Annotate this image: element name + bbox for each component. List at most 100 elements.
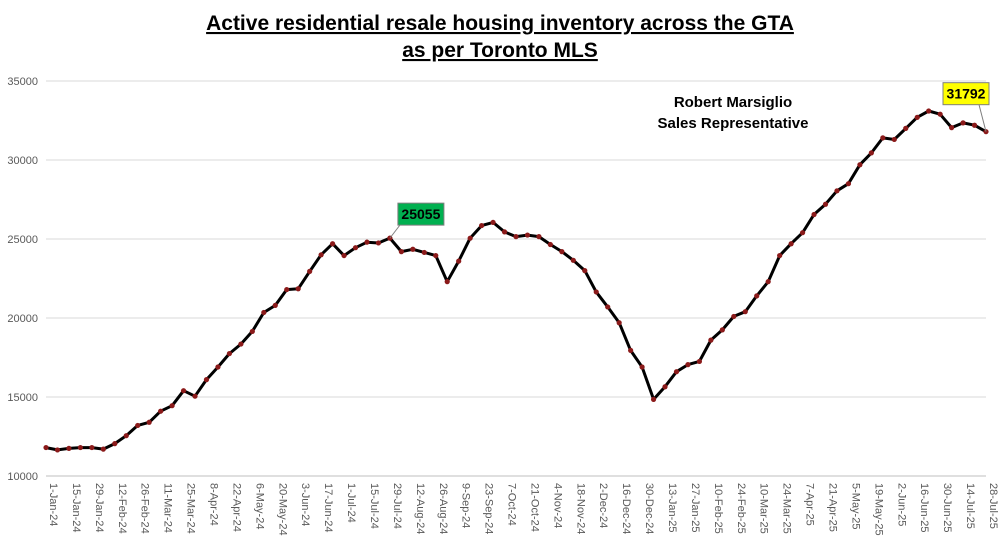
data-point: [799, 230, 806, 236]
data-point: [547, 241, 553, 248]
data-point: [834, 188, 840, 194]
data-point: [960, 120, 966, 126]
data-point: [410, 246, 416, 252]
data-point: [341, 252, 347, 259]
x-tick-label: 29-Jul-24: [391, 483, 403, 529]
data-point: [731, 313, 737, 320]
data-point: [891, 136, 897, 143]
data-point: [192, 393, 198, 399]
data-point: [375, 240, 382, 246]
y-tick-label: 10000: [7, 471, 38, 483]
x-tick-label: 16-Dec-24: [620, 483, 632, 534]
x-tick-label: 7-Apr-25: [804, 483, 816, 526]
y-tick-label: 25000: [7, 234, 38, 246]
data-point: [754, 293, 760, 299]
data-point: [742, 309, 748, 315]
data-point: [513, 234, 519, 240]
data-point: [146, 419, 152, 425]
data-point: [696, 358, 703, 365]
x-tick-label: 29-Jan-24: [93, 483, 105, 533]
data-point: [845, 181, 852, 187]
x-tick-label: 12-Feb-24: [116, 483, 128, 534]
data-point: [135, 422, 141, 429]
x-tick-label: 2-Jun-25: [895, 483, 907, 526]
x-tick-label: 8-Apr-24: [207, 483, 219, 526]
data-point: [777, 252, 783, 259]
callout-box: [397, 202, 445, 226]
x-tick-label: 30-Jun-25: [941, 483, 953, 533]
x-tick-label: 18-Nov-24: [574, 483, 586, 534]
data-point: [238, 341, 244, 347]
data-point: [433, 252, 439, 259]
data-point: [77, 444, 83, 451]
data-point: [295, 286, 301, 292]
data-point: [112, 441, 118, 447]
data-point: [501, 229, 508, 235]
x-tick-label: 6-May-24: [253, 483, 265, 529]
chart-title-line1: Active residential resale housing invent…: [206, 12, 794, 35]
callout-leader: [389, 224, 401, 239]
x-tick-label: 3-Jun-24: [299, 483, 311, 526]
x-tick-label: 12-Aug-24: [414, 483, 426, 534]
data-point: [100, 446, 106, 452]
x-tick-label: 21-Apr-25: [827, 483, 839, 532]
data-point: [169, 403, 175, 409]
data-point: [559, 249, 565, 255]
x-tick-label: 4-Nov-24: [551, 483, 563, 528]
data-point: [261, 309, 267, 316]
x-tick-label: 15-Jan-24: [70, 483, 82, 533]
y-axis: 10000 15000 20000 25000 30000 35000: [7, 76, 38, 483]
x-tick-label: 15-Jul-24: [368, 483, 380, 529]
x-tick-label: 20-May-24: [276, 483, 288, 536]
x-tick-label: 9-Sep-24: [460, 483, 472, 528]
y-tick-label: 35000: [7, 76, 38, 88]
data-point: [605, 304, 611, 310]
data-point: [43, 444, 49, 451]
data-point: [364, 239, 370, 245]
data-point: [284, 286, 290, 293]
data-point: [249, 328, 255, 335]
x-tick-label: 25-Mar-24: [185, 483, 197, 534]
data-point: [89, 444, 95, 451]
data-point: [123, 433, 129, 439]
x-tick-label: 30-Dec-24: [643, 483, 655, 534]
x-tick-label: 27-Jan-25: [689, 483, 701, 533]
data-point: [467, 235, 473, 241]
data-point: [616, 320, 622, 326]
data-point: [524, 232, 531, 238]
x-tick-label: 14-Jul-25: [964, 483, 976, 529]
data-point: [307, 268, 313, 274]
data-point: [650, 396, 657, 402]
annotation-role: Sales Representative: [658, 115, 809, 132]
x-tick-label: 19-May-25: [872, 483, 884, 536]
data-point: [662, 384, 668, 390]
data-point: [456, 258, 462, 264]
data-point: [628, 347, 634, 353]
y-tick-label: 15000: [7, 392, 38, 404]
x-axis: 1-Jan-24 15-Jan-24 29-Jan-24 12-Feb-24 26-Fe…: [47, 483, 999, 536]
data-point: [66, 445, 72, 451]
x-tick-label: 17-Jun-24: [322, 483, 334, 533]
x-tick-label: 24-Feb-25: [735, 483, 747, 534]
y-tick-label: 20000: [7, 313, 38, 325]
callout-label: 31792: [947, 86, 986, 102]
data-point: [352, 245, 359, 251]
data-point: [593, 289, 599, 295]
data-point: [54, 447, 61, 453]
x-tick-label: 28-Jul-25: [987, 483, 999, 529]
data-point: [914, 114, 920, 120]
data-point: [765, 279, 771, 285]
data-point: [719, 327, 725, 333]
data-point: [811, 211, 817, 218]
x-tick-label: 21-Oct-24: [528, 483, 540, 532]
data-point: [685, 362, 691, 368]
annotation-name: Robert Marsiglio: [674, 94, 792, 111]
data-point: [158, 408, 164, 414]
callouts: 25055 31792: [389, 82, 990, 239]
data-point: [215, 364, 221, 370]
data-point: [903, 125, 909, 131]
callout-leader: [978, 104, 987, 132]
data-point: [226, 350, 233, 357]
x-tick-label: 26-Feb-24: [139, 483, 151, 534]
data-point: [822, 201, 829, 207]
